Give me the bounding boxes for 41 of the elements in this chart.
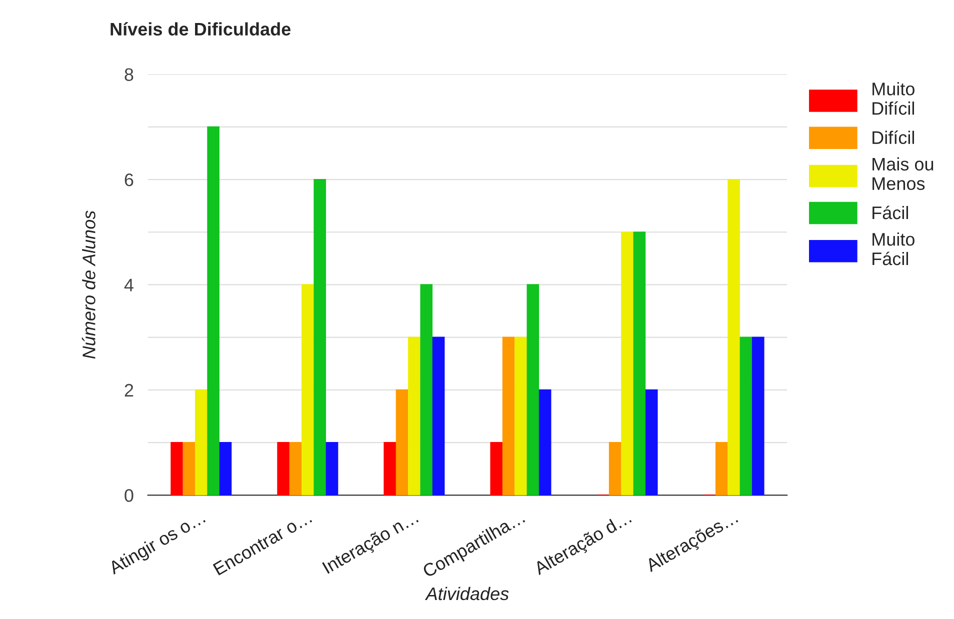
- legend-label: Mais ou Menos: [872, 157, 934, 190]
- bar: [502, 336, 515, 496]
- bar: [194, 389, 208, 496]
- bar: [715, 442, 728, 496]
- bar: [526, 284, 540, 496]
- legend-label: Difícil: [872, 130, 914, 144]
- y-axis-title: Número de Alunos: [82, 210, 96, 359]
- bar: [277, 442, 290, 496]
- bar: [432, 336, 445, 496]
- bar: [182, 442, 196, 496]
- y-tick-label: 4: [124, 278, 134, 292]
- legend-label: Fácil: [872, 206, 908, 220]
- bar: [740, 336, 752, 496]
- bar: [621, 232, 634, 496]
- bar: [219, 442, 232, 496]
- y-tick-label: 6: [124, 173, 134, 186]
- bar: [302, 284, 314, 496]
- bar: [326, 442, 338, 496]
- y-tick-label: 8: [124, 68, 134, 81]
- bar: [289, 442, 302, 496]
- legend-label: Muito Fácil: [872, 232, 914, 266]
- bar: [645, 389, 658, 496]
- legend-label: Muito Difícil: [872, 82, 914, 115]
- bar: [396, 389, 408, 496]
- bar: [420, 284, 433, 496]
- bar: [752, 336, 764, 496]
- bar: [633, 232, 646, 496]
- y-tick-label: 0: [124, 489, 134, 502]
- bar: [514, 336, 527, 496]
- bar: [608, 442, 622, 496]
- bar: [538, 389, 552, 496]
- bar: [207, 126, 220, 496]
- bar: [408, 336, 420, 496]
- chart-title: Níveis de Dificuldade: [110, 22, 291, 36]
- x-axis-title: Atividades: [424, 586, 509, 600]
- bar: [728, 178, 740, 496]
- y-tick-label: 2: [124, 384, 134, 397]
- bar: [490, 442, 503, 496]
- bar: [314, 178, 326, 496]
- bar: [384, 442, 396, 496]
- bar: [170, 442, 183, 496]
